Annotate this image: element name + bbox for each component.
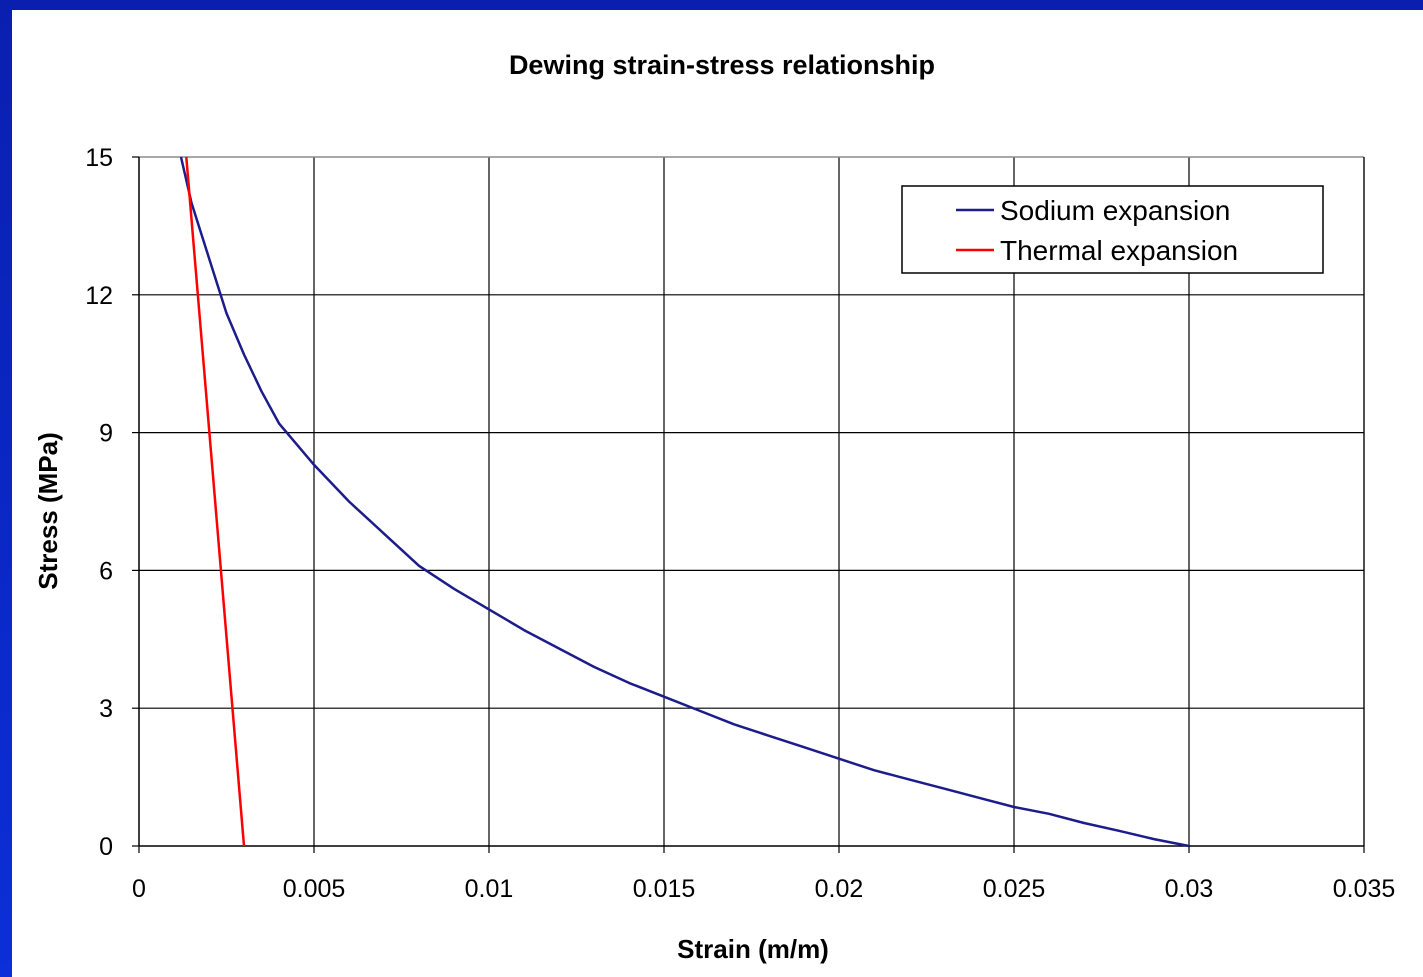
x-tick-label: 0.025 <box>983 875 1046 903</box>
y-tick-label: 9 <box>99 420 113 448</box>
chart: Dewing strain-stress relationship 0 0.005… <box>33 50 1395 964</box>
y-axis-label: Stress (MPa) <box>33 432 63 590</box>
x-tick-label: 0.01 <box>465 875 514 903</box>
legend-label-sodium: Sodium expansion <box>1000 195 1230 226</box>
legend: Sodium expansion Thermal expansion <box>901 185 1324 274</box>
series-line-thermal <box>185 156 246 847</box>
x-tick-label: 0.03 <box>1165 875 1214 903</box>
tick-labels: 0 0.005 0.01 0.015 0.02 0.025 0.03 0.035 0 3 6 9 12 1… <box>85 144 1395 903</box>
x-tick-label: 0.035 <box>1333 875 1396 903</box>
series-line-sodium <box>179 156 1190 848</box>
x-tick-label: 0.015 <box>633 875 696 903</box>
legend-box <box>901 185 1324 274</box>
legend-label-thermal: Thermal expansion <box>1000 235 1238 266</box>
chart-title: Dewing strain-stress relationship <box>509 50 935 80</box>
y-tick-label: 3 <box>99 695 113 723</box>
axes <box>132 156 1365 853</box>
y-tick-label: 6 <box>99 557 113 585</box>
data-series <box>179 156 1190 848</box>
plot-panel: Dewing strain-stress relationship 0 0.005… <box>12 10 1423 977</box>
x-tick-label: 0.02 <box>815 875 864 903</box>
y-tick-label: 15 <box>85 144 113 172</box>
x-tick-label: 0.005 <box>283 875 346 903</box>
y-tick-label: 12 <box>85 282 113 310</box>
x-axis-label: Strain (m/m) <box>677 934 829 964</box>
y-tick-label: 0 <box>99 833 113 861</box>
x-tick-label: 0 <box>132 875 146 903</box>
